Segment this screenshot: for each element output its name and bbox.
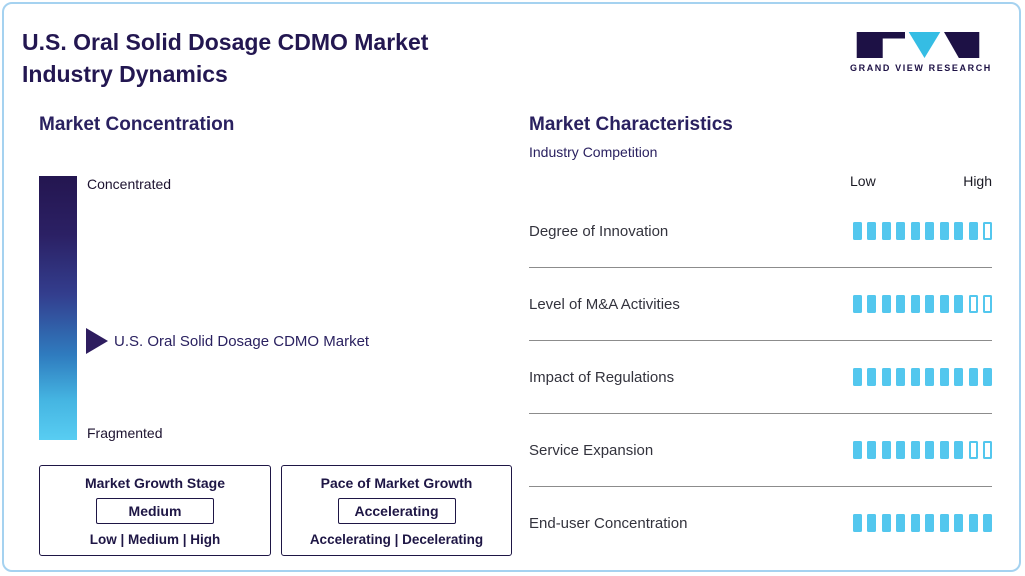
segment-filled <box>939 222 949 240</box>
segment-filled <box>852 368 862 386</box>
segment-filled <box>983 368 992 386</box>
segment-filled <box>852 514 862 532</box>
segment-filled <box>867 295 876 313</box>
page-title-line1: U.S. Oral Solid Dosage CDMO Market <box>22 29 429 55</box>
segment-filled <box>896 222 905 240</box>
segment-filled <box>925 222 934 240</box>
pace-of-market-growth-box: Pace of Market Growth Accelerating Accel… <box>281 465 512 556</box>
segment-filled <box>867 222 876 240</box>
characteristics-rows: Degree of Innovation Level of M&A Activit… <box>529 195 992 559</box>
segment-filled <box>939 368 949 386</box>
segment-filled <box>852 441 862 459</box>
rating-segments <box>852 514 992 532</box>
growth-stage-options: Low | Medium | High <box>89 532 221 547</box>
segment-filled <box>881 368 891 386</box>
page-title-line2: Industry Dynamics <box>22 61 228 87</box>
fragmented-label: Fragmented <box>87 425 163 441</box>
pace-title: Pace of Market Growth <box>320 475 473 491</box>
segment-filled <box>896 514 905 532</box>
characteristic-label: End-user Concentration <box>529 514 688 532</box>
market-growth-stage-box: Market Growth Stage Medium Low | Medium … <box>39 465 271 556</box>
scale-low-label: Low <box>850 173 876 189</box>
characteristic-row: Level of M&A Activities <box>529 268 992 341</box>
segment-filled <box>925 295 934 313</box>
segment-filled <box>968 368 978 386</box>
segment-empty <box>968 441 978 459</box>
segment-empty <box>983 222 992 240</box>
characteristic-label: Degree of Innovation <box>529 222 669 240</box>
segment-filled <box>968 222 978 240</box>
segment-filled <box>925 368 934 386</box>
characteristic-label: Level of M&A Activities <box>529 295 680 313</box>
segment-filled <box>867 368 876 386</box>
segment-filled <box>867 514 876 532</box>
segment-empty <box>968 295 978 313</box>
rating-segments <box>852 368 992 386</box>
segment-filled <box>867 441 876 459</box>
segment-filled <box>939 514 949 532</box>
segment-filled <box>910 295 920 313</box>
gvr-logo-icon <box>856 32 980 58</box>
grand-view-research-logo: GRAND VIEW RESEARCH <box>850 32 992 73</box>
segment-filled <box>881 441 891 459</box>
market-characteristics-heading: Market Characteristics <box>529 114 733 135</box>
segment-filled <box>954 368 963 386</box>
segment-filled <box>881 295 891 313</box>
industry-competition-subheading: Industry Competition <box>529 144 658 160</box>
segment-filled <box>896 368 905 386</box>
segment-filled <box>910 368 920 386</box>
scale-high-label: High <box>963 173 992 189</box>
growth-stage-value: Medium <box>96 498 214 524</box>
logo-text: GRAND VIEW RESEARCH <box>850 63 992 73</box>
segment-filled <box>954 222 963 240</box>
segment-empty <box>983 295 992 313</box>
segment-filled <box>852 295 862 313</box>
rating-segments <box>852 222 992 240</box>
segment-filled <box>983 514 992 532</box>
concentrated-label: Concentrated <box>87 176 172 192</box>
segment-filled <box>910 441 920 459</box>
segment-filled <box>910 514 920 532</box>
segment-empty <box>983 441 992 459</box>
page-title: U.S. Oral Solid Dosage CDMO Market Indus… <box>22 26 428 90</box>
rating-scale-header: Low High <box>529 173 992 189</box>
segment-filled <box>881 222 891 240</box>
characteristic-label: Impact of Regulations <box>529 368 675 386</box>
segment-filled <box>968 514 978 532</box>
concentration-gradient-bar <box>39 176 77 440</box>
market-concentration-heading: Market Concentration <box>39 114 235 135</box>
market-position-marker-icon <box>86 328 108 354</box>
market-position-label: U.S. Oral Solid Dosage CDMO Market <box>114 333 370 350</box>
pace-value: Accelerating <box>337 498 456 524</box>
segment-filled <box>925 514 934 532</box>
characteristic-row: End-user Concentration <box>529 487 992 559</box>
segment-filled <box>910 222 920 240</box>
segment-filled <box>896 295 905 313</box>
growth-stage-title: Market Growth Stage <box>84 475 226 491</box>
segment-filled <box>925 441 934 459</box>
segment-filled <box>954 295 963 313</box>
rating-segments <box>852 441 992 459</box>
rating-segments <box>852 295 992 313</box>
segment-filled <box>896 441 905 459</box>
segment-filled <box>954 514 963 532</box>
segment-filled <box>954 441 963 459</box>
segment-filled <box>881 514 891 532</box>
segment-filled <box>939 295 949 313</box>
segment-filled <box>939 441 949 459</box>
characteristic-label: Service Expansion <box>529 441 654 459</box>
segment-filled <box>852 222 862 240</box>
pace-options: Accelerating | Decelerating <box>309 532 484 547</box>
characteristic-row: Service Expansion <box>529 414 992 487</box>
characteristic-row: Degree of Innovation <box>529 195 992 268</box>
characteristic-row: Impact of Regulations <box>529 341 992 414</box>
